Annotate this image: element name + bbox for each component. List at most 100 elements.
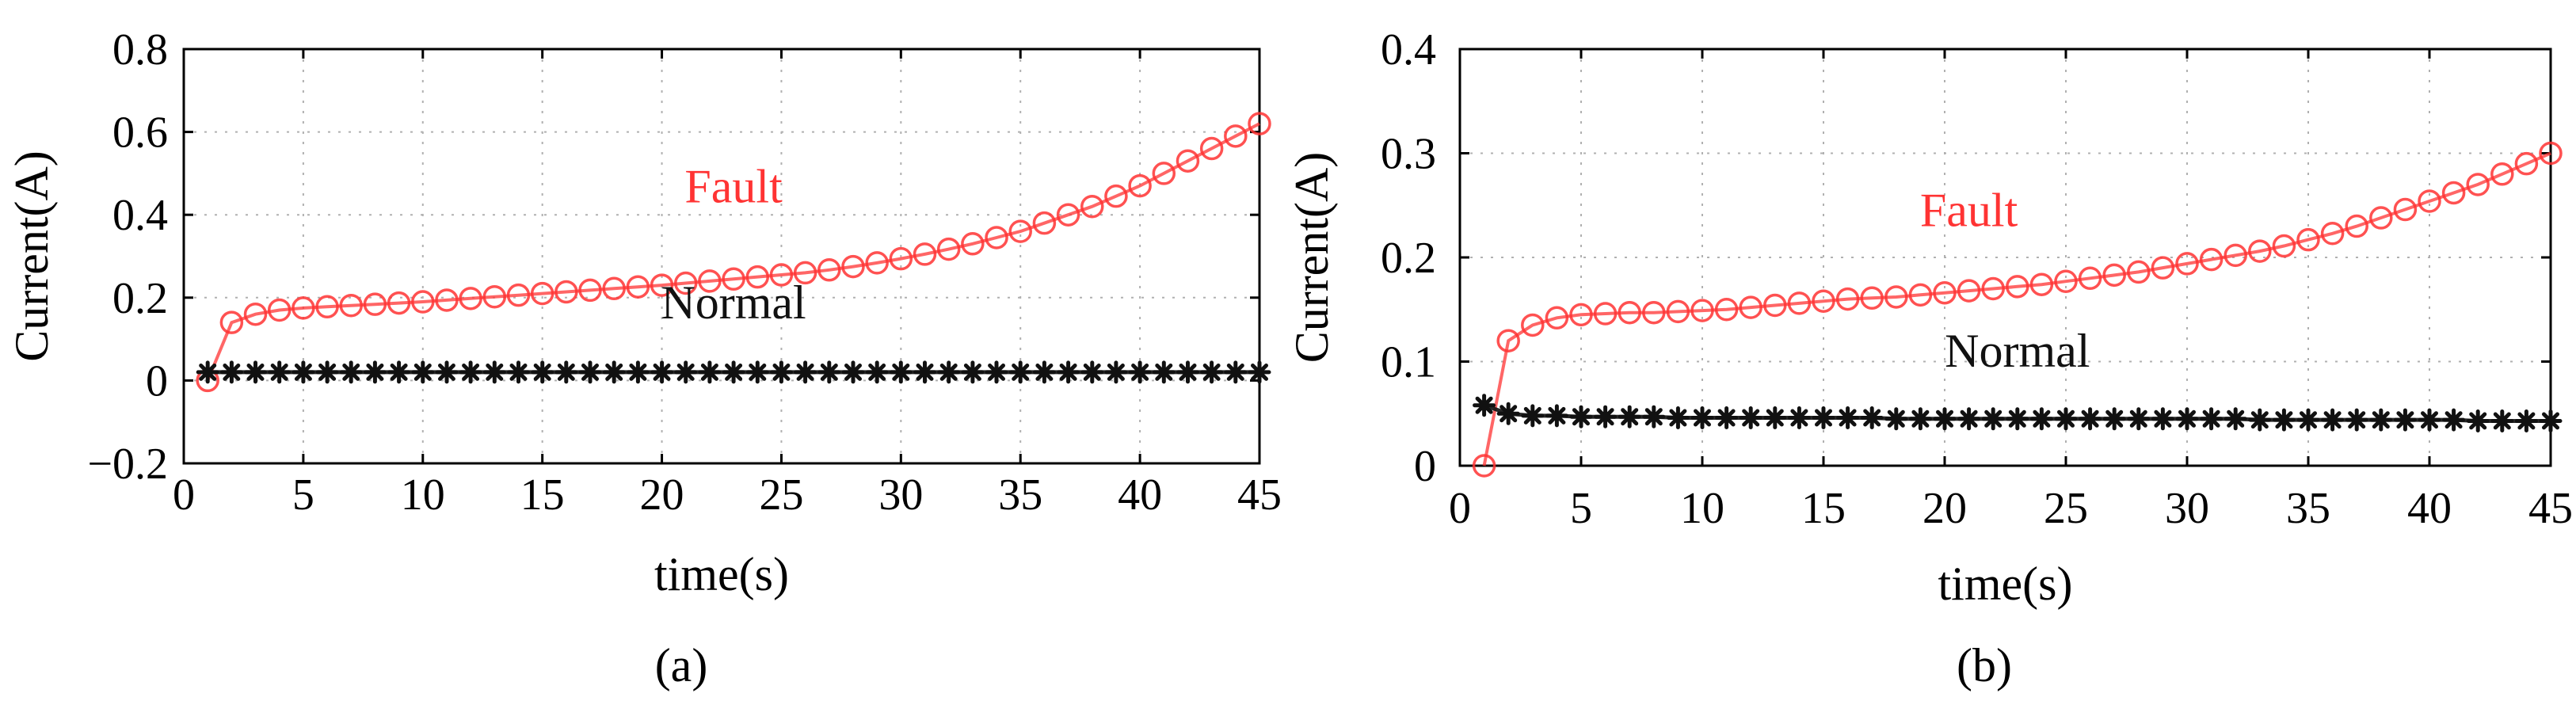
data-point-fault xyxy=(506,283,531,307)
x-tick-label: 15 xyxy=(520,470,565,520)
data-point-fault xyxy=(985,226,1008,249)
data-point-fault xyxy=(745,265,770,289)
data-point-fault xyxy=(1933,280,1957,305)
data-point-fault xyxy=(2054,269,2078,293)
data-point-normal xyxy=(1739,406,1762,429)
x-tick-label: 5 xyxy=(292,470,314,520)
data-point-fault xyxy=(530,281,554,306)
data-point-fault xyxy=(1593,302,1618,326)
data-point-normal xyxy=(1666,406,1690,429)
data-point-fault xyxy=(2078,266,2102,291)
y-tick-label: 0.6 xyxy=(112,109,168,158)
data-point-normal xyxy=(1884,407,1908,431)
data-point-normal xyxy=(1545,404,1568,428)
data-point-fault xyxy=(267,298,292,322)
y-tick-label: 0 xyxy=(1414,442,1436,491)
data-point-normal xyxy=(1521,404,1545,428)
data-point-normal xyxy=(2345,408,2368,432)
data-point-fault xyxy=(2006,275,2029,299)
x-tick-label: 25 xyxy=(2044,484,2088,533)
data-point-fault xyxy=(435,288,459,312)
x-tick-label: 0 xyxy=(1449,484,1471,533)
data-point-fault xyxy=(2539,141,2563,166)
data-point-fault xyxy=(1008,219,1032,243)
x-tick-label: 35 xyxy=(998,470,1042,520)
data-point-fault xyxy=(2296,227,2320,252)
data-point-normal xyxy=(315,360,339,384)
data-point-fault xyxy=(936,237,961,261)
data-point-fault xyxy=(1056,203,1080,227)
y-tick-label: 0.1 xyxy=(1381,338,1436,387)
data-point-fault xyxy=(1128,173,1152,198)
data-point-normal xyxy=(650,360,674,384)
x-tick-label: 30 xyxy=(2165,484,2209,533)
grid-lines xyxy=(184,49,1259,463)
data-point-fault xyxy=(961,232,985,256)
data-point-normal xyxy=(865,360,889,384)
data-point-fault xyxy=(2514,151,2539,176)
data-point-normal xyxy=(1908,407,1932,431)
data-point-fault xyxy=(1248,112,1271,135)
data-point-fault xyxy=(2369,206,2393,230)
data-point-fault xyxy=(2102,263,2126,288)
x-tick-label: 10 xyxy=(1680,484,1724,533)
data-point-fault xyxy=(1666,299,1690,324)
data-point-normal xyxy=(482,360,506,384)
data-point-fault xyxy=(841,254,865,279)
data-point-normal xyxy=(268,360,292,384)
data-point-fault xyxy=(1714,298,1739,322)
data-point-normal xyxy=(2151,407,2174,431)
data-point-normal xyxy=(2272,408,2296,432)
data-point-normal xyxy=(2418,408,2441,432)
annotation-fault: Fault xyxy=(684,161,783,213)
data-point-normal xyxy=(1812,406,1835,429)
data-point-fault xyxy=(698,269,722,293)
data-point-fault xyxy=(1472,454,1496,478)
data-point-normal xyxy=(1496,402,1520,425)
data-point-normal xyxy=(1642,405,1666,428)
data-point-normal xyxy=(2466,409,2490,432)
grid-lines xyxy=(1460,49,2551,466)
data-point-fault xyxy=(219,310,244,334)
data-point-fault xyxy=(2127,260,2151,284)
data-point-fault xyxy=(1763,293,1787,318)
data-point-normal xyxy=(1473,394,1496,417)
data-point-normal xyxy=(2127,407,2151,431)
data-point-fault xyxy=(2345,214,2368,238)
series-normal xyxy=(196,360,1271,384)
data-point-normal xyxy=(961,360,985,384)
data-point-normal xyxy=(196,360,219,384)
data-point-fault xyxy=(1812,289,1835,313)
data-point-fault xyxy=(1908,283,1933,307)
data-point-normal xyxy=(2079,407,2102,431)
data-point-fault xyxy=(2151,256,2175,280)
data-point-fault xyxy=(363,292,387,316)
data-point-fault xyxy=(1104,184,1128,208)
data-point-normal xyxy=(2369,408,2393,432)
data-point-normal xyxy=(1200,360,1224,384)
data-point-fault xyxy=(578,278,602,303)
data-point-fault xyxy=(2248,239,2272,263)
data-point-fault xyxy=(1080,194,1104,219)
data-point-normal xyxy=(817,360,841,384)
data-point-fault xyxy=(1739,295,1762,319)
data-point-normal xyxy=(2442,408,2466,432)
data-point-normal xyxy=(674,360,698,384)
data-point-normal xyxy=(913,360,936,384)
data-point-fault xyxy=(1032,211,1057,235)
data-point-normal xyxy=(2514,409,2538,432)
data-point-normal xyxy=(2029,407,2053,431)
data-point-fault xyxy=(1224,124,1248,148)
data-point-fault xyxy=(315,295,339,319)
data-point-normal xyxy=(219,360,243,384)
x-tick-label: 30 xyxy=(878,470,923,520)
data-point-normal xyxy=(1836,406,1860,429)
data-point-fault xyxy=(2418,189,2441,213)
x-axis-label: time(s) xyxy=(1938,558,2073,610)
x-axis-label: time(s) xyxy=(654,548,789,600)
panel-label: (b) xyxy=(1957,639,2012,691)
data-point-normal xyxy=(1032,360,1056,384)
data-point-normal xyxy=(794,360,817,384)
data-point-fault xyxy=(339,293,363,318)
